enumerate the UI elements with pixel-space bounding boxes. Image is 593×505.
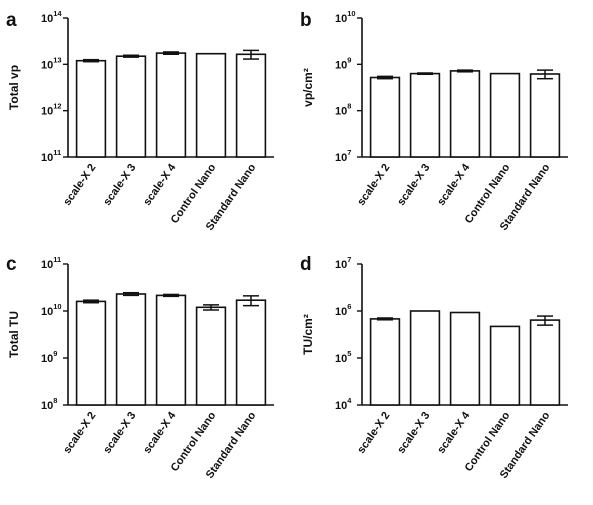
x-tick-label: scale-X 4 bbox=[141, 409, 179, 456]
bar bbox=[155, 52, 187, 158]
bar bbox=[369, 318, 401, 406]
y-tick-exponent: 4 bbox=[347, 396, 352, 405]
panel-letter: b bbox=[300, 10, 312, 31]
bar bbox=[155, 294, 187, 406]
y-tick-exponent: 7 bbox=[347, 255, 351, 264]
y-tick-exponent: 13 bbox=[53, 55, 61, 64]
y-tick-base: 10 bbox=[335, 106, 347, 118]
y-tick-base: 10 bbox=[41, 353, 53, 365]
x-tick-label: scale-X 3 bbox=[101, 162, 138, 208]
bar bbox=[449, 70, 481, 158]
y-tick-label: 104 bbox=[335, 396, 352, 412]
y-tick-base: 10 bbox=[41, 13, 53, 25]
bar bbox=[195, 52, 227, 158]
x-tick-label: scale-X 3 bbox=[395, 162, 432, 208]
bar bbox=[489, 325, 521, 406]
panel-letter: c bbox=[6, 254, 17, 275]
x-tick-label: scale-X 4 bbox=[435, 409, 473, 456]
y-axis-label: Total TU bbox=[7, 311, 21, 358]
y-tick-label: 107 bbox=[335, 148, 351, 164]
bar bbox=[529, 73, 561, 158]
y-axis-label: Total vp bbox=[7, 65, 21, 110]
x-tick-label: scale-X 3 bbox=[101, 410, 138, 456]
y-tick-base: 10 bbox=[335, 400, 347, 412]
x-tick-label: scale-X 2 bbox=[61, 162, 98, 208]
y-tick-label: 1014 bbox=[41, 9, 62, 25]
y-tick-label: 109 bbox=[41, 349, 57, 365]
y-tick-label: 108 bbox=[335, 102, 351, 118]
bar bbox=[409, 72, 441, 158]
y-tick-exponent: 11 bbox=[53, 148, 61, 157]
y-tick-base: 10 bbox=[335, 13, 347, 25]
y-axis-label: TU/cm² bbox=[301, 314, 315, 355]
y-tick-base: 10 bbox=[335, 59, 347, 71]
bar bbox=[529, 319, 561, 406]
bar bbox=[409, 310, 441, 406]
x-tick-label: scale-X 2 bbox=[355, 162, 392, 208]
y-tick-base: 10 bbox=[41, 106, 53, 118]
bar bbox=[235, 53, 267, 158]
y-tick-base: 10 bbox=[41, 306, 53, 318]
bar bbox=[115, 55, 147, 158]
bar bbox=[75, 300, 107, 406]
y-tick-exponent: 9 bbox=[347, 55, 351, 64]
y-tick-base: 10 bbox=[335, 306, 347, 318]
bar bbox=[449, 311, 481, 406]
bar bbox=[75, 59, 107, 158]
panel-letter: d bbox=[300, 254, 312, 275]
y-tick-base: 10 bbox=[335, 259, 347, 271]
y-tick-base: 10 bbox=[41, 259, 53, 271]
y-tick-exponent: 5 bbox=[347, 349, 351, 358]
y-tick-exponent: 8 bbox=[53, 396, 57, 405]
y-tick-exponent: 11 bbox=[53, 255, 61, 264]
y-tick-label: 1010 bbox=[335, 9, 356, 25]
x-tick-label: scale-X 4 bbox=[141, 161, 179, 208]
x-tick-label: scale-X 2 bbox=[61, 410, 98, 456]
y-tick-label: 105 bbox=[335, 349, 351, 365]
y-tick-label: 1012 bbox=[41, 102, 62, 118]
x-tick-label: scale-X 4 bbox=[435, 161, 473, 208]
y-tick-exponent: 7 bbox=[347, 148, 351, 157]
bar bbox=[235, 299, 267, 406]
bar bbox=[195, 306, 227, 406]
y-axis-label: vp/cm² bbox=[301, 68, 315, 107]
y-tick-exponent: 10 bbox=[53, 302, 61, 311]
y-tick-exponent: 14 bbox=[53, 9, 62, 18]
y-tick-exponent: 10 bbox=[347, 9, 355, 18]
y-tick-exponent: 8 bbox=[347, 102, 351, 111]
x-tick-label: scale-X 2 bbox=[355, 410, 392, 456]
panel-letter: a bbox=[6, 10, 17, 31]
y-tick-label: 106 bbox=[335, 302, 351, 318]
y-tick-label: 1010 bbox=[41, 302, 62, 318]
y-tick-base: 10 bbox=[41, 400, 53, 412]
y-tick-exponent: 12 bbox=[53, 102, 61, 111]
y-tick-label: 1013 bbox=[41, 55, 62, 71]
y-tick-label: 107 bbox=[335, 255, 351, 271]
y-tick-label: 108 bbox=[41, 396, 57, 412]
y-tick-base: 10 bbox=[335, 152, 347, 164]
x-tick-label: scale-X 3 bbox=[395, 410, 432, 456]
y-tick-base: 10 bbox=[335, 353, 347, 365]
y-tick-exponent: 9 bbox=[53, 349, 57, 358]
bar bbox=[115, 293, 147, 406]
y-tick-exponent: 6 bbox=[347, 302, 351, 311]
bar bbox=[369, 76, 401, 158]
bar bbox=[489, 72, 521, 158]
y-tick-label: 109 bbox=[335, 55, 351, 71]
y-tick-base: 10 bbox=[41, 152, 53, 164]
y-tick-base: 10 bbox=[41, 59, 53, 71]
y-tick-label: 1011 bbox=[41, 255, 61, 271]
y-tick-label: 1011 bbox=[41, 148, 61, 164]
